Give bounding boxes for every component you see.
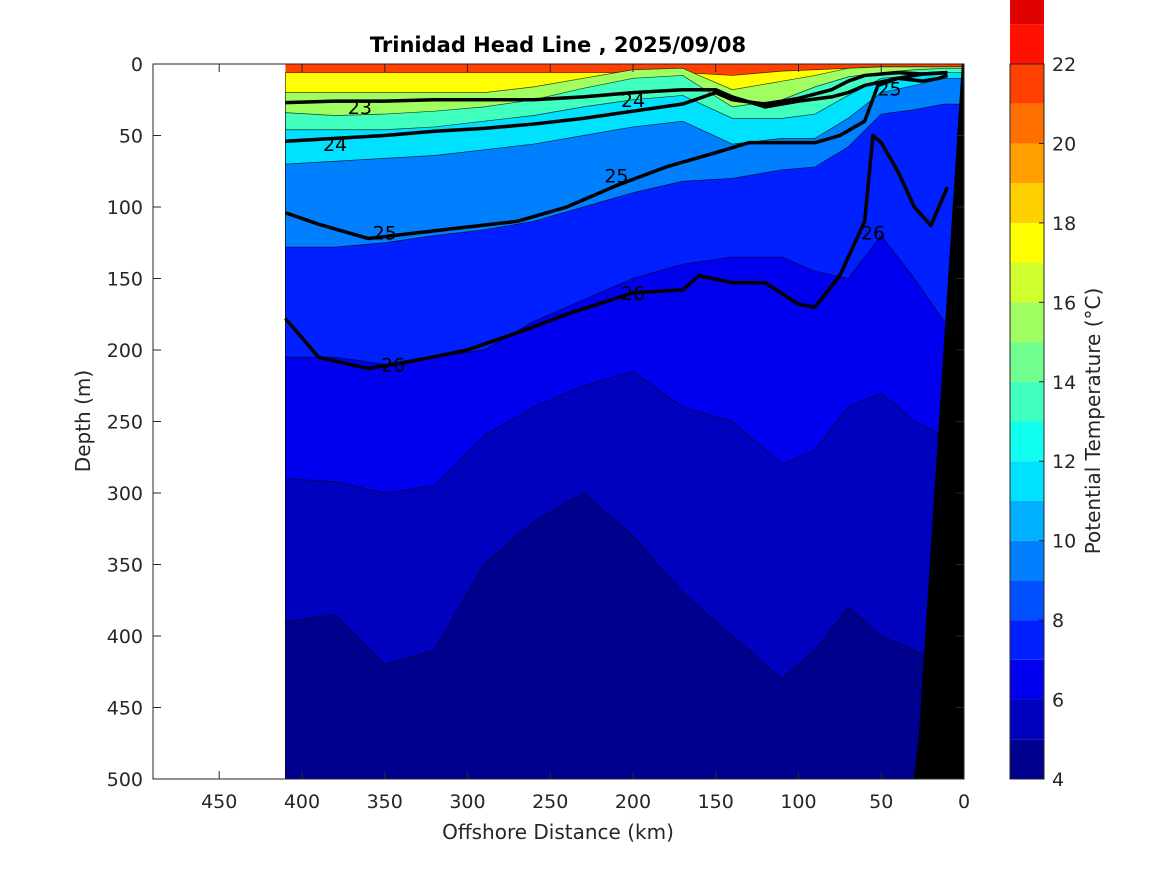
colorbar-tick-label-20: 20 (1052, 133, 1076, 155)
y-tick-label-200: 200 (107, 340, 143, 362)
contour-label-25-4: 25 (373, 223, 397, 245)
contour-label-25-3: 25 (604, 166, 628, 188)
x-tick-label-0: 0 (958, 791, 970, 813)
colorbar-tick-label-14: 14 (1052, 372, 1076, 394)
x-tick-label-200: 200 (615, 791, 651, 813)
colorbar-segment-19 (1010, 143, 1044, 184)
colorbar-segment-12 (1010, 421, 1044, 462)
colorbar-frame (1009, 63, 1045, 780)
y-tick-label-100: 100 (107, 197, 143, 219)
density-contour-26-3 (284, 133, 950, 371)
y-tick-label-150: 150 (107, 269, 143, 291)
contour-label-24-1: 24 (621, 90, 645, 112)
colorbar-tick-label-6: 6 (1052, 690, 1064, 712)
y-axis-label: Depth (m) (71, 370, 95, 472)
colorbar-tick-label-22: 22 (1052, 54, 1076, 76)
contour-label-26-7: 26 (381, 354, 405, 376)
colorbar-tick-label-10: 10 (1052, 531, 1076, 553)
colorbar-segment-13 (1010, 381, 1044, 422)
colorbar-segment-18 (1010, 183, 1044, 223)
colorbar-segment-4 (1010, 739, 1044, 779)
density-contour-24-1 (285, 70, 948, 143)
colorbar-tick-label-12: 12 (1052, 451, 1076, 473)
contour-label-25-5: 25 (877, 78, 901, 100)
contour-label-23-0: 23 (348, 97, 372, 119)
x-tick-label-250: 250 (532, 791, 568, 813)
y-tick-label-500: 500 (107, 769, 143, 791)
x-tick-label-450: 450 (201, 791, 237, 813)
colorbar-segment-21 (1010, 64, 1044, 104)
colorbar-segment-23 (1010, 0, 1044, 25)
colorbar-segment-8 (1010, 580, 1044, 621)
x-tick-label-400: 400 (284, 791, 320, 813)
density-contour-25-2 (284, 73, 949, 241)
colorbar-segment-22 (1010, 24, 1044, 64)
y-tick-label-450: 450 (107, 698, 143, 720)
y-tick-label-300: 300 (107, 483, 143, 505)
colorbar-segment-6 (1010, 659, 1044, 700)
x-tick-label-150: 150 (698, 791, 734, 813)
colorbar-segment-15 (1010, 302, 1044, 343)
colorbar-label: Potential Temperature (°C) (1081, 288, 1105, 555)
colorbar-segment-14 (1010, 342, 1044, 382)
contour-label-24-2: 24 (323, 134, 347, 156)
x-tick-label-50: 50 (869, 791, 893, 813)
y-tick-label-50: 50 (119, 126, 143, 148)
y-tick-label-250: 250 (107, 412, 143, 434)
contour-label-26-8: 26 (861, 223, 885, 245)
colorbar-segment-17 (1010, 222, 1044, 263)
colorbar-segment-5 (1010, 699, 1044, 740)
colorbar-segment-11 (1010, 461, 1044, 501)
x-tick-label-100: 100 (780, 791, 816, 813)
colorbar-tick-label-8: 8 (1052, 610, 1064, 632)
colorbar-segment-7 (1010, 620, 1044, 660)
density-contour-23-0 (285, 70, 948, 109)
x-tick-label-300: 300 (449, 791, 485, 813)
colorbar-segment-9 (1010, 540, 1044, 581)
contour-label-26-6: 26 (621, 283, 645, 305)
chart-title: Trinidad Head Line , 2025/09/08 (370, 33, 746, 57)
colorbar-segment-16 (1010, 262, 1044, 303)
x-axis-label: Offshore Distance (km) (442, 820, 674, 844)
colorbar-tick-label-16: 16 (1052, 292, 1076, 314)
x-tick-label-350: 350 (367, 791, 403, 813)
colorbar-segment-20 (1010, 103, 1044, 144)
bathymetry-shelf (913, 64, 964, 779)
y-tick-label-350: 350 (107, 555, 143, 577)
colorbar-tick-label-4: 4 (1052, 769, 1064, 791)
y-tick-label-0: 0 (131, 54, 143, 76)
y-tick-label-400: 400 (107, 626, 143, 648)
colorbar-tick-label-18: 18 (1052, 213, 1076, 235)
colorbar-segment-10 (1010, 500, 1044, 541)
